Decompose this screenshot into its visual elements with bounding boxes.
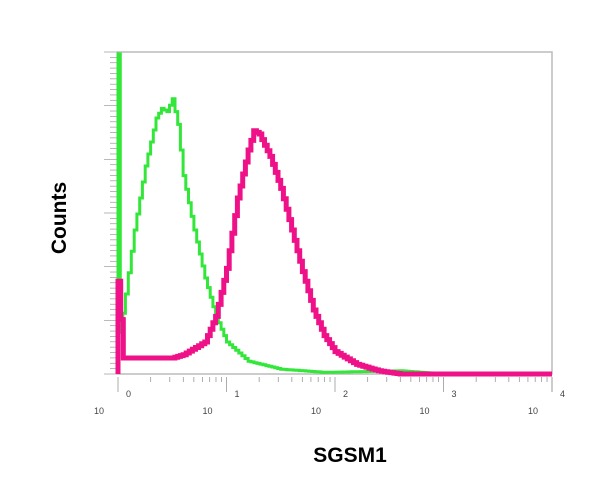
x-tick-label-base: 10: [528, 406, 538, 416]
x-tick-label-exponent: 3: [452, 389, 457, 399]
x-tick-label-exponent: 2: [343, 389, 348, 399]
x-tick-label-base: 10: [311, 406, 321, 416]
y-axis-label: Counts: [48, 182, 71, 254]
x-tick-label-exponent: 1: [235, 389, 240, 399]
series-group: [115, 52, 552, 377]
plot-frame: [117, 51, 553, 375]
x-tick-label-exponent: 4: [560, 389, 565, 399]
x-axis-ticks: [117, 377, 553, 392]
x-tick-label-exponent: 0: [126, 389, 131, 399]
x-axis-label: SGSM1: [313, 444, 387, 467]
x-tick-label-base: 10: [94, 406, 104, 416]
x-tick-labels: 10 0 10 1 10 2 10 3 10 4: [94, 389, 565, 416]
x-tick-label-base: 10: [420, 406, 430, 416]
series-line-2: [115, 128, 552, 377]
x-tick-label-base: 10: [203, 406, 213, 416]
